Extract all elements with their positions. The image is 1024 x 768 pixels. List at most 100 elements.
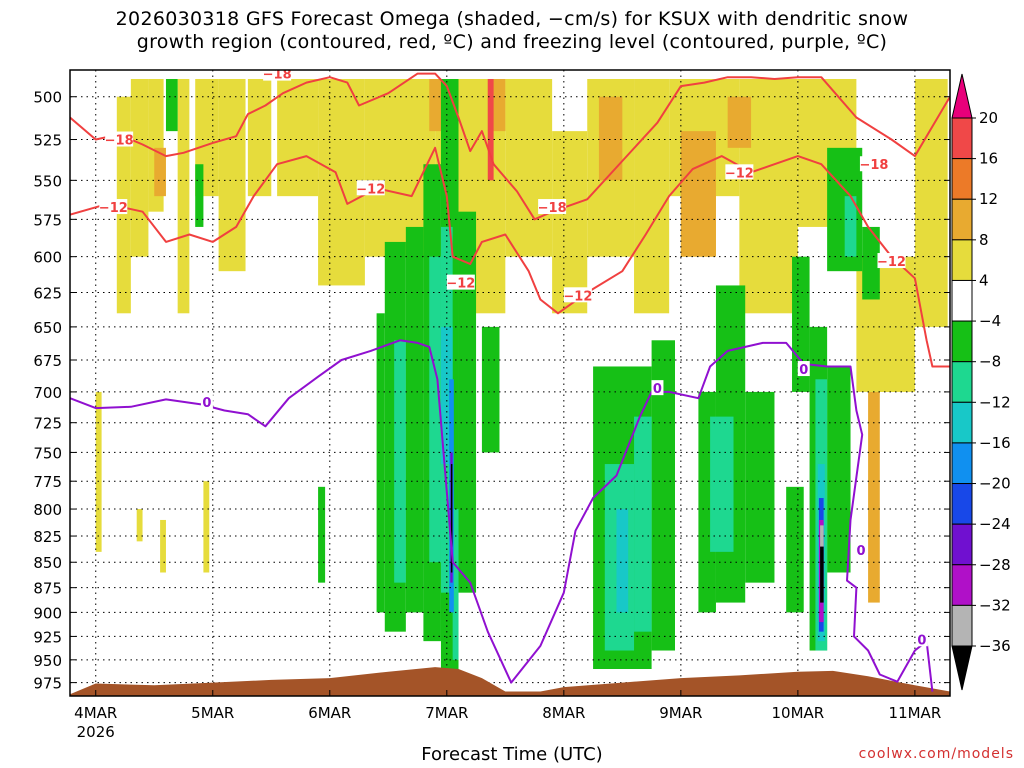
y-tick-label-9: 725: [33, 415, 62, 433]
contour-label-2-0: 0: [200, 393, 213, 411]
colorbar-top-arrow: [951, 73, 973, 119]
omega-cell-33: [727, 96, 752, 148]
x-axis-label: Forecast Time (UTC): [421, 744, 603, 765]
contour-label-text: −12: [563, 289, 592, 304]
omega-cell-36: [165, 78, 178, 132]
omega-cell-7: [277, 78, 319, 197]
contour-label-2-2: 0: [797, 361, 810, 378]
contour-label-text: −12: [877, 255, 906, 270]
colorbar-band-12: [951, 564, 973, 606]
y-tick-label-17: 925: [33, 628, 62, 646]
colorbar-band-10: [951, 483, 973, 525]
x-tick-label-5: 9MAR: [659, 704, 702, 722]
x-tick-label-0: 4MAR: [74, 704, 117, 722]
omega-cell-28: [154, 147, 166, 197]
contour-label-text: −12: [725, 166, 754, 181]
y-tick-label-16: 900: [33, 604, 62, 622]
contour-label-0-3: −18: [859, 156, 888, 173]
contour-label-bg: [859, 156, 888, 172]
contour-label-text: 0: [857, 544, 866, 559]
contour-label-bg: [855, 541, 868, 557]
colorbar-band-2: [951, 158, 973, 200]
contour-label-bg: [263, 70, 292, 81]
omega-cell-51: [786, 486, 804, 613]
plot-area: −18 −18 −18 −18 −12 −12 −12 −12 −12 −12 0 0 0 0 0: [70, 68, 950, 696]
y-tick-label-0: 500: [33, 89, 62, 107]
colorbar-label-12: −32: [979, 596, 1011, 614]
omega-cell-38: [318, 486, 326, 583]
omega-cell-6: [247, 78, 272, 197]
contour-label-text: −12: [356, 182, 385, 197]
contour-label-0-2: −18: [538, 199, 567, 216]
terrain-fill: [70, 667, 950, 696]
omega-cell-60: [452, 509, 459, 660]
colorbar-band-5: [951, 279, 973, 322]
contour-label-bg: [105, 131, 134, 147]
x-tick-label-7: 11MAR: [889, 704, 942, 722]
credit-text[interactable]: coolwx.com/models: [858, 746, 1014, 762]
omega-cell-57: [394, 340, 406, 583]
omega-cell-54: [827, 366, 851, 573]
contour-label-bg: [797, 361, 810, 377]
contour-label-text: 0: [799, 363, 808, 378]
colorbar-label-10: −24: [979, 515, 1011, 533]
contour-label-text: −12: [446, 277, 475, 292]
omega-cell-31: [598, 96, 623, 181]
contour-label-bg: [356, 180, 385, 196]
omega-cell-25: [203, 481, 210, 573]
y-tick-label-15: 875: [33, 580, 62, 598]
x-tick-sublabel: 2026: [77, 723, 115, 741]
x-tick-label-6: 10MAR: [772, 704, 825, 722]
contour-label-1-3: −12: [563, 287, 592, 304]
contour-line-1: [70, 146, 950, 368]
colorbar-label-8: −16: [979, 434, 1011, 452]
omega-cell-26: [868, 391, 880, 603]
contour-label-2-4: 0: [915, 631, 928, 648]
colorbar-label-0: 20: [979, 109, 998, 127]
omega-cell-47: [651, 340, 675, 651]
omega-cell-39: [376, 313, 385, 613]
y-tick-label-5: 625: [33, 284, 62, 302]
colorbar-label-4: 4: [979, 271, 989, 289]
contour-label-2-3: 0: [855, 541, 868, 559]
contour-label-0-0: −18: [105, 131, 134, 149]
omega-cell-41: [405, 226, 424, 613]
contour-label-2-1: 0: [651, 380, 664, 397]
omega-cell-35: [487, 78, 494, 181]
colorbar-band-9: [951, 442, 973, 485]
y-tick-label-1: 525: [33, 132, 62, 150]
x-tick-label-2: 6MAR: [308, 704, 351, 722]
y-tick-label-12: 800: [33, 501, 62, 519]
omega-cell-75: [820, 546, 824, 603]
colorbar: 20 16 12 8 4 −4 −8 −12 −16 −20 −24 −28 −32 −36: [951, 73, 1011, 691]
colorbar-label-11: −28: [979, 556, 1011, 574]
contour-label-text: 0: [917, 633, 926, 648]
contour-label-text: −18: [263, 68, 292, 83]
y-tick-label-19: 975: [33, 675, 62, 693]
colorbar-label-9: −20: [979, 475, 1011, 493]
contour-label-bg: [538, 199, 567, 215]
contour-label-1-4: −12: [725, 164, 754, 181]
colorbar-band-6: [951, 320, 973, 363]
x-tick-label-4: 8MAR: [542, 704, 585, 722]
omega-cell-37: [195, 164, 204, 227]
colorbar-label-1: 16: [979, 150, 998, 168]
omega-cell-12: [505, 78, 553, 257]
contour-label-bg: [725, 164, 754, 180]
y-tick-label-4: 600: [33, 249, 62, 267]
omega-cell-22: [95, 391, 102, 552]
contour-label-bg: [563, 287, 592, 303]
omega-cell-58: [429, 256, 441, 563]
omega-cell-44: [458, 211, 477, 593]
omega-cell-50: [745, 391, 775, 583]
y-tick-label-7: 675: [33, 352, 62, 370]
omega-cell-13: [552, 131, 588, 314]
omega-cell-27: [868, 326, 898, 392]
chart-title: 2026030318 GFS Forecast Omega (shaded, −…: [115, 8, 909, 53]
contour-label-bg: [99, 199, 128, 215]
omega-cell-24: [160, 519, 166, 573]
colorbar-band-1: [951, 117, 973, 160]
omega-cell-73: [820, 525, 824, 547]
y-tick-label-11: 775: [33, 473, 62, 491]
